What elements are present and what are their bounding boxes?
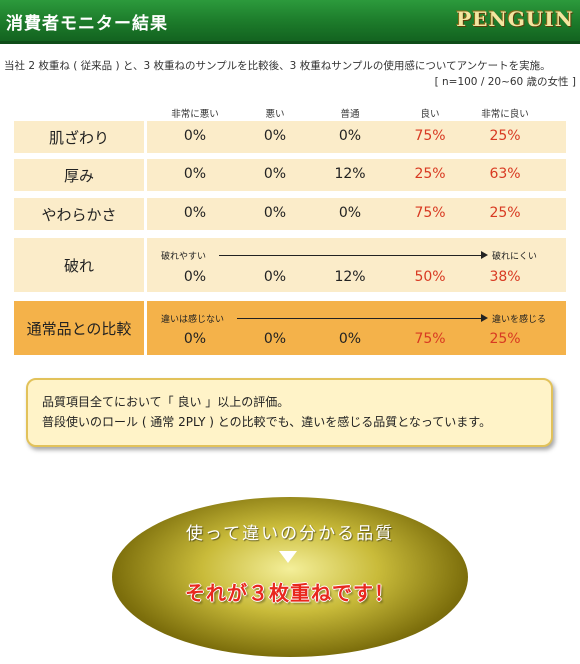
value-cell: 0%	[263, 166, 287, 182]
col-header-bad: 悪い	[265, 109, 285, 120]
col-header-neutral: 普通	[340, 109, 360, 120]
row-values-comparison: 違いは感じない 違いを感じる 0% 0% 0% 75% 25%	[147, 301, 566, 355]
value-cell: 25%	[489, 128, 521, 144]
scale-label-right: 破れにくい	[492, 252, 537, 262]
value-cell: 0%	[183, 331, 207, 347]
value-cell: 50%	[414, 269, 446, 285]
value-cell: 63%	[489, 166, 521, 182]
value-cell: 75%	[414, 128, 446, 144]
header-bar: 消費者モニター結果 PENGUIN	[0, 0, 580, 44]
value-cell: 12%	[334, 166, 366, 182]
down-triangle-icon	[279, 551, 297, 563]
value-cell: 0%	[263, 128, 287, 144]
value-cell: 75%	[414, 331, 446, 347]
value-cell: 25%	[489, 331, 521, 347]
value-cell: 25%	[414, 166, 446, 182]
row-label-comparison: 通常品との比較	[14, 301, 144, 355]
value-cell: 0%	[183, 205, 207, 221]
arrow-right-icon	[481, 314, 488, 322]
value-cell: 0%	[338, 205, 362, 221]
scale-arrow-line	[237, 318, 481, 319]
row-values-texture: 0% 0% 0% 75% 25%	[147, 121, 566, 153]
sample-note: [ n=100 / 20~60 歳の女性 ]	[434, 76, 576, 88]
value-cell: 0%	[338, 128, 362, 144]
summary-line-2: 普段使いのロール ( 通常 2PLY ) との比較でも、違いを感じる品質となって…	[42, 415, 492, 429]
page-title: 消費者モニター結果	[6, 14, 168, 34]
row-label-tearing: 破れ	[14, 238, 144, 292]
arrow-right-icon	[481, 251, 488, 259]
value-cell: 0%	[183, 166, 207, 182]
row-values-thickness: 0% 0% 12% 25% 63%	[147, 159, 566, 191]
scale-label-left: 破れやすい	[161, 252, 207, 262]
penguin-logo: PENGUIN	[456, 7, 574, 31]
summary-line-1: 品質項目全てにおいて「 良い 」以上の評価。	[42, 395, 290, 409]
value-cell: 38%	[489, 269, 521, 285]
gold-oval-badge	[112, 497, 468, 657]
intro-text-block: 当社 2 枚重ね ( 従来品 ) と、3 枚重ねのサンプルを比較後、3 枚重ねサ…	[4, 58, 578, 90]
row-label-texture: 肌ざわり	[14, 121, 144, 153]
col-header-good: 良い	[420, 109, 440, 120]
row-label-thickness: 厚み	[14, 159, 144, 191]
value-cell: 25%	[489, 205, 521, 221]
col-header-very-good: 非常に良い	[481, 109, 529, 120]
oval-headline: それが３枚重ねです！	[185, 581, 395, 605]
value-cell: 75%	[414, 205, 446, 221]
row-values-tearing: 破れやすい 破れにくい 0% 0% 12% 50% 38%	[147, 238, 566, 292]
value-cell: 0%	[338, 331, 362, 347]
value-cell: 0%	[263, 331, 287, 347]
intro-text: 当社 2 枚重ね ( 従来品 ) と、3 枚重ねのサンプルを比較後、3 枚重ねサ…	[4, 60, 551, 72]
value-cell: 12%	[334, 269, 366, 285]
scale-label-left: 違いは感じない	[161, 315, 225, 325]
value-cell: 0%	[263, 205, 287, 221]
summary-box: 品質項目全てにおいて「 良い 」以上の評価。 普段使いのロール ( 通常 2PL…	[26, 378, 553, 447]
row-label-softness: やわらかさ	[14, 198, 144, 230]
value-cell: 0%	[183, 269, 207, 285]
col-header-very-bad: 非常に悪い	[171, 109, 219, 120]
oval-tagline: 使って違いの分かる品質	[185, 524, 395, 544]
row-values-softness: 0% 0% 0% 75% 25%	[147, 198, 566, 230]
scale-arrow-line	[219, 255, 481, 256]
value-cell: 0%	[183, 128, 207, 144]
value-cell: 0%	[263, 269, 287, 285]
scale-label-right: 違いを感じる	[492, 315, 547, 325]
